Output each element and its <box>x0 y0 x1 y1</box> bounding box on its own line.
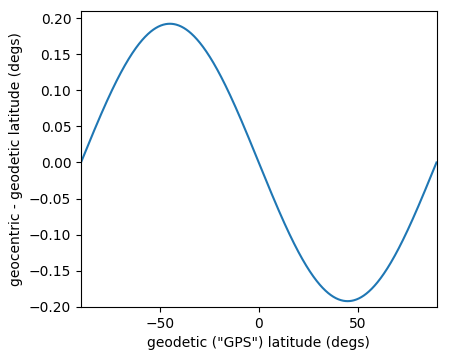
X-axis label: geodetic ("GPS") latitude (degs): geodetic ("GPS") latitude (degs) <box>147 336 370 350</box>
Y-axis label: geocentric - geodetic latitude (degs): geocentric - geodetic latitude (degs) <box>9 32 23 286</box>
